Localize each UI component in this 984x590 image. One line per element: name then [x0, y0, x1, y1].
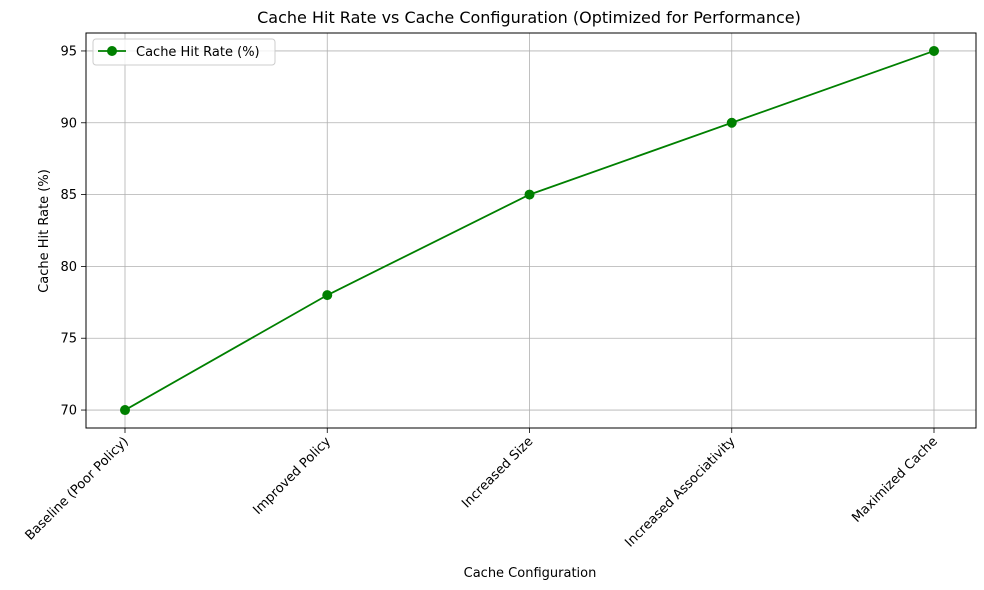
y-tick-label: 80 — [60, 260, 77, 275]
y-axis-ticks: 70 75 80 85 90 95 — [60, 44, 86, 419]
data-point — [322, 290, 333, 301]
chart-title: Cache Hit Rate vs Cache Configuration (O… — [257, 8, 801, 27]
series-group — [120, 45, 939, 416]
y-tick-label: 90 — [60, 116, 77, 131]
legend-marker-swatch — [107, 46, 117, 56]
grid-lines — [86, 33, 976, 428]
data-point — [726, 117, 737, 128]
legend-box — [92, 38, 276, 66]
data-point — [929, 45, 939, 56]
x-tick-label: Baseline (Poor Policy) — [23, 434, 132, 543]
y-axis-label: Cache Hit Rate (%) — [37, 169, 52, 293]
x-axis-label: Cache Configuration — [464, 566, 597, 581]
plot-frame — [85, 32, 977, 429]
x-tick-label: Increased Size — [459, 434, 536, 511]
x-tick-label: Maximized Cache — [849, 434, 941, 526]
y-tick-label: 85 — [60, 188, 77, 203]
data-point — [120, 405, 130, 416]
legend-entry-label: Cache Hit Rate (%) — [136, 45, 260, 60]
x-axis-ticks: Baseline (Poor Policy) Improved Policy Inc… — [23, 428, 941, 550]
legend: Cache Hit Rate (%) — [92, 38, 276, 66]
x-tick-label: Increased Associativity — [622, 434, 738, 550]
y-tick-label: 95 — [60, 44, 77, 59]
data-point — [524, 189, 535, 200]
x-tick-label: Improved Policy — [250, 434, 334, 518]
y-tick-label: 70 — [60, 404, 77, 419]
y-tick-label: 75 — [60, 332, 77, 347]
